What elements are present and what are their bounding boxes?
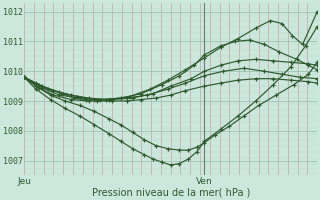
X-axis label: Pression niveau de la mer( hPa ): Pression niveau de la mer( hPa ) [92,187,250,197]
